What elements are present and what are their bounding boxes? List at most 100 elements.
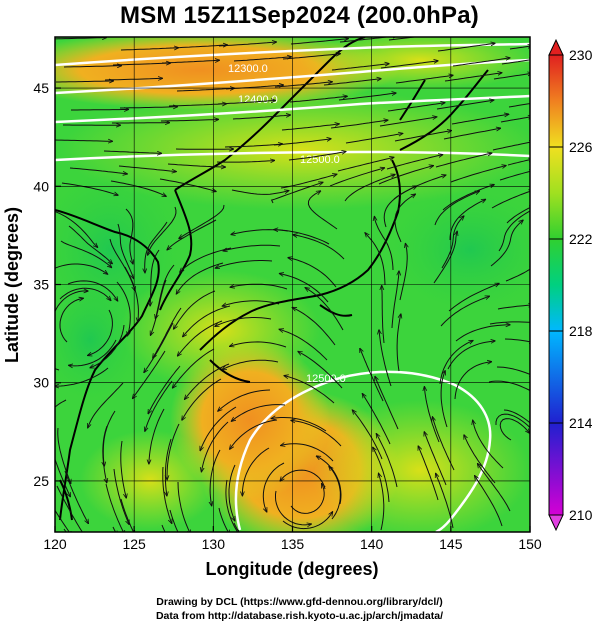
streamline [394,194,416,243]
streamline [162,466,172,524]
colorbar: 230 226 222 218 214 210 [548,38,593,532]
streamline [64,470,88,524]
streamline [337,157,394,172]
streamline [440,371,448,428]
wind-streamlines [55,37,530,532]
contour-label: 12300.0 [228,63,268,75]
streamline [274,82,332,88]
streamline [223,244,281,251]
streamline [55,367,109,386]
streamline [165,438,172,496]
streamline [230,419,278,449]
streamline [161,60,220,64]
streamline [281,124,339,131]
streamline [218,507,230,532]
streamline [473,420,504,469]
streamline [200,406,237,451]
streamline [153,307,182,358]
streamline [293,235,345,260]
streamline [110,180,166,196]
streamline [435,153,492,168]
streamline [56,81,114,82]
streamline [440,296,490,327]
streamline [424,387,440,443]
streamline [436,100,494,110]
x-tick-label: 120 [43,536,67,552]
streamline [499,418,529,441]
colorbar-bottom-triangle [548,514,564,532]
streamline [290,484,324,514]
colorbar-tick-label: 230 [569,47,593,63]
streamline [394,131,452,142]
streamline [451,114,509,125]
streamline [231,190,289,195]
streamline [172,348,215,388]
streamline [454,362,492,400]
streamline [288,152,346,161]
x-tick-label: 135 [281,536,305,552]
streamline [228,464,235,521]
streamline [60,240,112,268]
y-tick-label: 40 [33,178,49,194]
streamline [55,366,60,371]
streamline [57,427,71,484]
streamline [375,376,399,430]
streamline [449,199,486,241]
streamline [167,219,217,250]
streamline [150,249,160,306]
footer-credit-line2: Data from http://database.rish.kyoto-u.a… [155,610,444,622]
x-axis-ticks: 120 125 130 135 140 145 150 [43,526,542,552]
streamline [262,462,285,512]
streamline [391,271,399,329]
streamline [452,58,510,67]
streamline [379,117,437,127]
streamline [225,479,240,532]
streamline [305,288,344,331]
streamline [224,144,283,148]
streamline [69,339,117,366]
streamline [71,109,129,110]
streamline [387,103,445,112]
streamline [307,191,338,230]
streamline [116,281,130,336]
streamline [118,165,176,172]
streamline [69,167,127,174]
y-tick-label: 45 [33,80,49,96]
streamline [150,279,167,335]
streamline [230,341,287,348]
streamline [225,85,284,90]
streamline [59,298,83,343]
y-tick-label: 30 [33,375,49,391]
colorbar-tick-label: 214 [569,415,593,431]
chart-title: MSM 15Z11Sep2024 (200.0hPa) [120,2,479,29]
streamline [275,490,312,525]
temperature-field [55,37,530,532]
streamline [396,314,401,372]
streamline [378,166,434,185]
streamline [395,75,453,84]
streamline [176,262,224,294]
streamline [492,141,530,151]
streamline [120,48,179,51]
streamline [179,204,225,239]
streamline [125,208,133,264]
streamline [55,291,88,313]
streamline [182,378,222,420]
streamline [500,117,530,123]
streamline [55,457,70,497]
contour-label: 12500.0 [306,373,346,385]
streamline [498,209,530,252]
streamline [388,37,419,41]
x-tick-label: 125 [122,536,146,552]
streamline [509,46,530,50]
contour-label: 12400.0 [238,94,278,106]
streamline [55,509,72,532]
streamline [491,190,530,209]
streamline [149,408,165,464]
streamline [475,476,503,527]
streamline [68,225,112,264]
streamline [360,348,384,402]
streamline [185,363,230,399]
streamline [148,206,177,255]
streamline [281,444,334,462]
